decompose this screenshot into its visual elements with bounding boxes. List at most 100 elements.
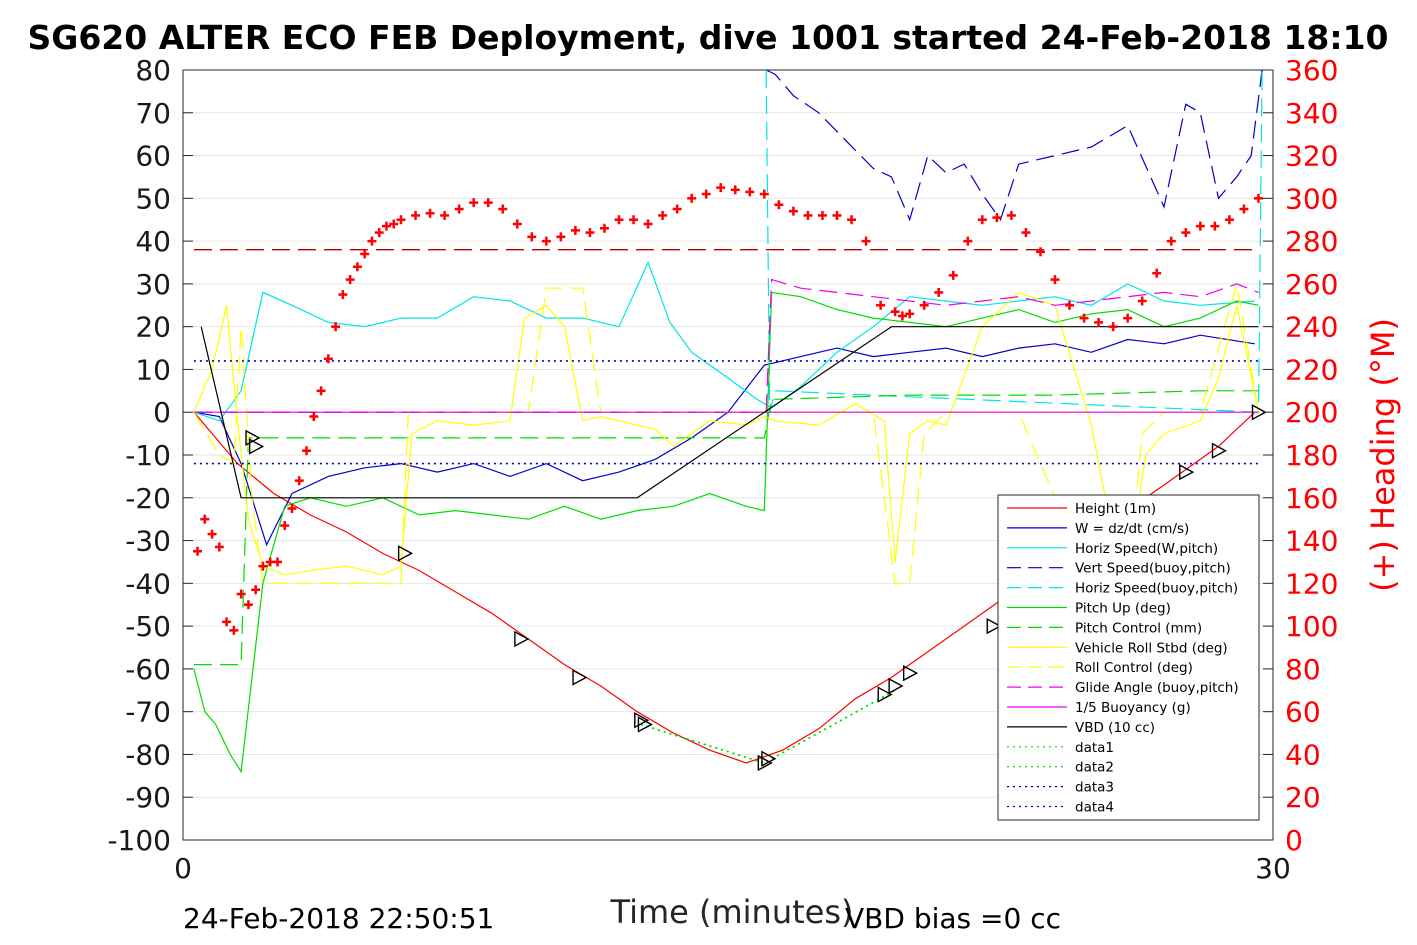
y-tick-label: -100 bbox=[107, 824, 171, 857]
footer-timestamp: 24-Feb-2018 22:50:51 bbox=[183, 902, 494, 935]
legend-entry-data1: data1 bbox=[1007, 740, 1114, 756]
heading-point bbox=[294, 476, 304, 486]
heading-point bbox=[302, 446, 312, 456]
heading-point bbox=[200, 514, 210, 524]
heading-point bbox=[498, 204, 508, 214]
heading-point bbox=[309, 412, 319, 421]
legend-label: Pitch Up (deg) bbox=[1075, 601, 1171, 617]
legend-box bbox=[997, 494, 1260, 821]
legend-entry-w-dz-dt-cm-s: W = dz/dt (cm/s) bbox=[1007, 521, 1189, 537]
y-tick-label: -30 bbox=[125, 525, 171, 558]
heading-point bbox=[658, 210, 668, 220]
legend-label: data4 bbox=[1075, 800, 1114, 816]
heading-point bbox=[1079, 313, 1089, 323]
legend-entry-pitch-control-mm: Pitch Control (mm) bbox=[1007, 620, 1202, 636]
heading-point bbox=[629, 215, 639, 225]
heading-point bbox=[701, 189, 711, 199]
y-tick-label: 60 bbox=[135, 140, 171, 173]
heading-point bbox=[287, 503, 297, 513]
heading-point bbox=[585, 228, 595, 238]
depth-marker bbox=[902, 664, 919, 682]
depth-marker bbox=[888, 677, 904, 695]
heading-point bbox=[338, 290, 348, 300]
chart-title: SG620 ALTER ECO FEB Deployment, dive 100… bbox=[27, 18, 1388, 57]
heading-point bbox=[258, 561, 268, 571]
legend-entry-data2: data2 bbox=[1007, 760, 1114, 776]
heading-point bbox=[360, 249, 370, 259]
y-tick-label: 70 bbox=[135, 97, 171, 130]
legend-entry-vert-speed-buoy-pitch: Vert Speed(buoy,pitch) bbox=[1007, 561, 1231, 577]
heading-point bbox=[1253, 193, 1263, 203]
depth-marker bbox=[397, 545, 414, 562]
series-line-horiz-speed-w-pitch bbox=[193, 260, 1255, 422]
y-tick-label: 10 bbox=[135, 353, 171, 386]
y-right-tick-label: 360 bbox=[1285, 54, 1338, 87]
legend-label: Height (1m) bbox=[1075, 501, 1156, 517]
heading-point bbox=[1224, 215, 1234, 225]
heading-point bbox=[323, 354, 333, 364]
heading-point bbox=[788, 206, 798, 216]
heading-point bbox=[774, 200, 784, 210]
series-line-vert-speed-buoy-pitch bbox=[765, 69, 1263, 222]
legend-entry-roll-control-deg: Roll Control (deg) bbox=[1007, 660, 1193, 676]
legend-label: W = dz/dt (cm/s) bbox=[1075, 521, 1189, 537]
legend-label: Horiz Speed(buoy,pitch) bbox=[1075, 581, 1238, 597]
legend-entry-horiz-speed-buoy-pitch: Horiz Speed(buoy,pitch) bbox=[1007, 581, 1238, 597]
heading-point bbox=[1195, 221, 1205, 231]
heading-point bbox=[614, 215, 624, 225]
heading-point bbox=[570, 225, 580, 235]
heading-point bbox=[272, 557, 282, 567]
series-line-horiz-speed-buoy-pitch bbox=[765, 69, 1263, 413]
heading-point bbox=[847, 215, 857, 225]
y-right-tick-label: 0 bbox=[1285, 824, 1303, 857]
heading-point bbox=[861, 236, 871, 246]
depth-marker bbox=[248, 438, 265, 455]
y-right-tick-label: 140 bbox=[1285, 525, 1338, 558]
heading-point bbox=[243, 600, 253, 610]
legend-entry-1-5-buoyancy-g: 1/5 Buoyancy (g) bbox=[1007, 700, 1191, 716]
heading-point bbox=[469, 198, 479, 208]
y-tick-label: 80 bbox=[135, 54, 171, 87]
heading-point bbox=[890, 307, 900, 317]
depth-marker bbox=[761, 750, 777, 767]
depth-marker bbox=[634, 712, 650, 729]
depth-marker bbox=[1211, 442, 1227, 459]
heading-point bbox=[316, 386, 326, 396]
heading-point bbox=[367, 236, 377, 246]
heading-point bbox=[1152, 268, 1162, 278]
heading-point bbox=[1210, 221, 1220, 231]
legend-label: data1 bbox=[1075, 740, 1114, 756]
heading-point bbox=[992, 213, 1002, 223]
series-layer bbox=[193, 69, 1267, 774]
heading-point bbox=[193, 546, 203, 556]
legend-label: 1/5 Buoyancy (g) bbox=[1075, 700, 1191, 716]
series-line-vbd-10-cc bbox=[200, 326, 1259, 499]
legend-entry-data4: data4 bbox=[1007, 800, 1114, 816]
y-right-tick-label: 160 bbox=[1285, 482, 1338, 515]
heading-point bbox=[1123, 313, 1133, 323]
heading-point bbox=[948, 270, 958, 280]
heading-point bbox=[730, 185, 740, 195]
heading-point bbox=[331, 322, 341, 332]
heading-point bbox=[1050, 275, 1060, 285]
y-right-tick-label: 260 bbox=[1285, 268, 1338, 301]
y-tick-label: -50 bbox=[125, 610, 171, 643]
legend-entry-horiz-speed-w-pitch: Horiz Speed(W,pitch) bbox=[1007, 541, 1218, 557]
y-right-tick-label: 300 bbox=[1285, 182, 1338, 215]
y-right-tick-label: 320 bbox=[1285, 140, 1338, 173]
depth-marker bbox=[572, 669, 588, 686]
heading-point bbox=[934, 287, 944, 297]
y-right-tick-label: 80 bbox=[1285, 653, 1321, 686]
y-tick-label: -20 bbox=[125, 482, 171, 515]
heading-point bbox=[905, 309, 915, 319]
heading-point bbox=[1181, 228, 1191, 238]
y-tick-label: 50 bbox=[135, 182, 171, 215]
y-right-tick-label: 180 bbox=[1285, 439, 1338, 472]
heading-point bbox=[687, 193, 697, 203]
y-tick-label: 40 bbox=[135, 225, 171, 258]
y-axis-left: 80 70 60 50 40 30 20 10 0 -10 -20 -30 -40 -50 -60 -70 -8… bbox=[107, 54, 193, 857]
heading-point bbox=[222, 617, 232, 627]
y-tick-label: -80 bbox=[125, 738, 171, 771]
x-axis: 0 30 bbox=[174, 830, 1291, 885]
